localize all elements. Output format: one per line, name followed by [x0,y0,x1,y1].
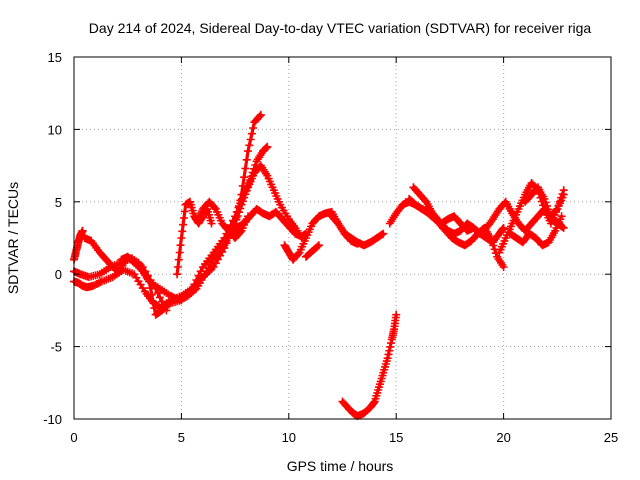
series-line [340,313,398,418]
plus-markers [226,205,310,241]
x-tick-label: 10 [282,430,296,445]
plus-markers [117,161,302,305]
x-tick-label: 20 [496,430,510,445]
series-sat-j [302,241,323,261]
plus-markers [302,241,323,261]
tick-layer: 0 5 10 15 20 25 -10 -5 0 5 10 15 [43,50,618,445]
series-sat-h [226,205,310,241]
plot-frame [73,56,612,420]
series-sat-s [521,183,568,221]
chart-title: Day 214 of 2024, Sidereal Day-to-day VTE… [89,20,592,36]
y-tick-label: 5 [55,195,62,210]
series-sat-n [409,183,508,271]
series-sat-k [327,212,362,248]
plus-markers [327,212,362,248]
plus-markers [70,226,87,264]
series-sat-c [70,226,87,264]
series-sat-l [338,310,401,421]
y-tick-label: -10 [43,412,62,427]
x-tick-label: 15 [389,430,403,445]
series-sat-r [506,212,566,250]
y-axis-label: SDTVAR / TECUs [5,182,21,294]
x-tick-label: 25 [604,430,618,445]
x-axis-label: GPS time / hours [287,458,394,474]
plus-markers [405,194,484,238]
plus-markers [409,183,508,271]
series-layer [70,110,568,421]
x-tick-label: 5 [178,430,185,445]
y-tick-label: -5 [50,340,62,355]
plus-markers [338,310,401,421]
plus-markers [506,212,566,250]
y-tick-label: 0 [55,267,62,282]
x-tick-label: 0 [70,430,77,445]
series-sat-e [117,161,302,305]
y-tick-label: 10 [48,122,62,137]
series-sat-o [405,194,484,238]
y-tick-label: 15 [48,50,62,65]
plus-markers [521,183,568,221]
